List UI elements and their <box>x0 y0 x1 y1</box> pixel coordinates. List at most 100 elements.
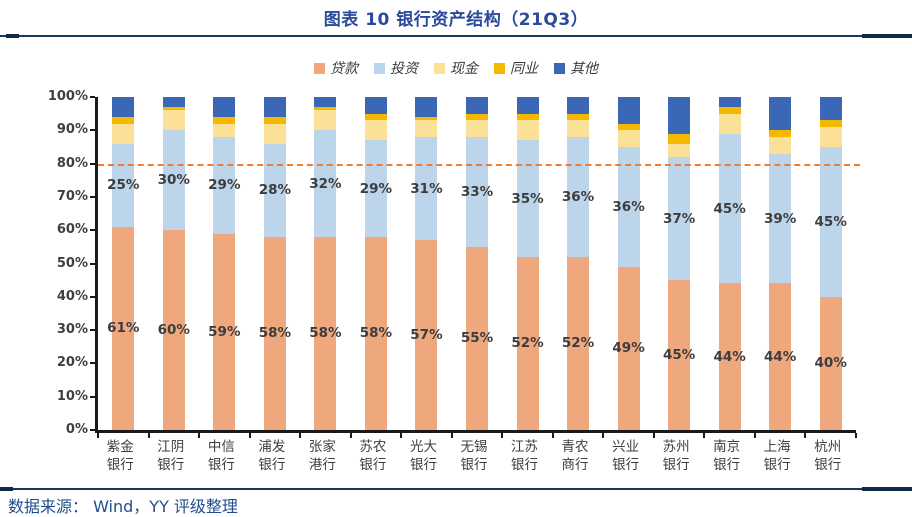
bar-column: 58% 28% <box>250 97 301 430</box>
y-axis-tick <box>90 262 95 265</box>
value-label: 61% <box>107 320 140 337</box>
y-axis-tick-label: 80% <box>56 155 88 171</box>
value-label: 58% <box>309 325 342 342</box>
segment-现金 <box>819 127 842 147</box>
y-axis-tick-label: 70% <box>56 188 88 204</box>
legend-item: 贷款 <box>314 58 358 78</box>
segment-现金 <box>465 120 488 137</box>
x-axis-tick <box>501 433 504 438</box>
value-label: 49% <box>612 340 645 357</box>
y-axis-tick <box>90 395 95 398</box>
stacked-bar <box>213 97 236 430</box>
bar-column: 44% 45% <box>704 97 755 430</box>
stacked-bar <box>819 97 842 430</box>
segment-其他 <box>263 97 286 118</box>
segment-现金 <box>769 136 792 154</box>
x-axis-tick <box>97 433 99 438</box>
x-axis-tick <box>602 433 605 438</box>
bar-column: 52% 35% <box>502 97 553 430</box>
stacked-bar <box>112 97 135 430</box>
x-axis-category-label: 兴业 银行 <box>612 439 640 473</box>
segment-同业 <box>819 120 842 127</box>
stacked-bar <box>415 97 438 430</box>
value-label: 39% <box>764 210 797 227</box>
plot-area: 100% 90% 80% 70% 60% 50% 40% 30% 20% 10% 0% 61% 25% 6… <box>48 89 860 438</box>
value-label: 37% <box>662 210 696 227</box>
segment-贷款 <box>364 236 387 430</box>
bar-column: 61% 25% <box>98 97 149 430</box>
segment-其他 <box>668 97 691 134</box>
value-label: 45% <box>713 200 746 217</box>
segment-投资 <box>213 136 236 234</box>
segment-同业 <box>314 107 337 111</box>
legend-item: 同业 <box>494 58 538 78</box>
stacked-bar <box>314 97 337 430</box>
segment-现金 <box>617 130 640 147</box>
segment-现金 <box>263 123 286 144</box>
segment-贷款 <box>112 226 135 430</box>
value-label: 52% <box>561 335 595 352</box>
segment-贷款 <box>769 283 792 430</box>
y-axis-tick-label: 40% <box>56 288 88 304</box>
x-axis-category-label: 南京 银行 <box>713 439 741 473</box>
value-label: 60% <box>157 322 190 339</box>
y-axis-tick-label: 60% <box>56 222 88 238</box>
segment-投资 <box>415 136 438 241</box>
stacked-bar <box>516 97 539 430</box>
segment-现金 <box>213 123 236 137</box>
segment-同业 <box>213 117 236 124</box>
segment-同业 <box>617 123 640 131</box>
segment-贷款 <box>668 280 691 430</box>
bar-column: 44% 39% <box>755 97 806 430</box>
segment-其他 <box>718 97 741 108</box>
segment-其他 <box>516 97 539 114</box>
value-label: 33% <box>460 183 494 200</box>
segment-投资 <box>819 146 842 297</box>
segment-同业 <box>769 130 792 137</box>
reference-line-80pct <box>98 163 860 166</box>
bar-column: 59% 29% <box>199 97 250 430</box>
x-axis-category-label: 上海 银行 <box>763 439 791 473</box>
x-axis-category-label: 张家 港行 <box>308 439 336 473</box>
segment-现金 <box>668 143 691 157</box>
segment-贷款 <box>819 296 842 430</box>
segment-贷款 <box>718 283 741 430</box>
segment-投资 <box>263 143 286 237</box>
segment-投资 <box>617 146 640 267</box>
legend-label: 同业 <box>510 61 538 77</box>
bar-column: 57% 31% <box>401 97 452 430</box>
x-axis-tick <box>450 433 453 438</box>
x-axis-category-label: 无锡 银行 <box>460 439 488 473</box>
y-axis-tick <box>90 129 95 132</box>
data-source-note: 数据来源： Wind，YY 评级整理 <box>8 497 238 516</box>
segment-其他 <box>567 97 590 114</box>
segment-投资 <box>769 153 792 284</box>
legend-label: 贷款 <box>330 61 358 77</box>
x-axis-category-label: 苏州 银行 <box>662 439 690 473</box>
chart-legend: 贷款 投资 现金 同业 其他 <box>0 58 912 78</box>
legend-label: 投资 <box>390 61 418 77</box>
x-axis-category-label: 青农 商行 <box>561 439 589 473</box>
value-label: 44% <box>713 348 746 365</box>
segment-同业 <box>668 133 691 144</box>
segment-同业 <box>567 113 590 121</box>
value-label: 44% <box>764 348 797 365</box>
stacked-bar <box>465 97 488 430</box>
segment-同业 <box>415 117 438 121</box>
segment-投资 <box>567 136 590 257</box>
value-label: 59% <box>208 323 241 340</box>
bar-column: 60% 30% <box>149 97 200 430</box>
x-axis-tick <box>804 433 807 438</box>
x-axis-category-label: 杭州 银行 <box>814 439 842 473</box>
x-axis-tick <box>400 433 403 438</box>
segment-现金 <box>516 120 539 141</box>
segment-其他 <box>617 97 640 124</box>
x-axis-category-label: 苏农 银行 <box>359 439 387 473</box>
stacked-bar <box>668 97 691 430</box>
y-axis-tick <box>90 96 95 98</box>
segment-投资 <box>162 130 185 231</box>
value-label: 32% <box>309 175 342 192</box>
value-label: 45% <box>662 347 696 364</box>
y-axis-tick <box>90 295 95 298</box>
segment-贷款 <box>162 230 185 430</box>
